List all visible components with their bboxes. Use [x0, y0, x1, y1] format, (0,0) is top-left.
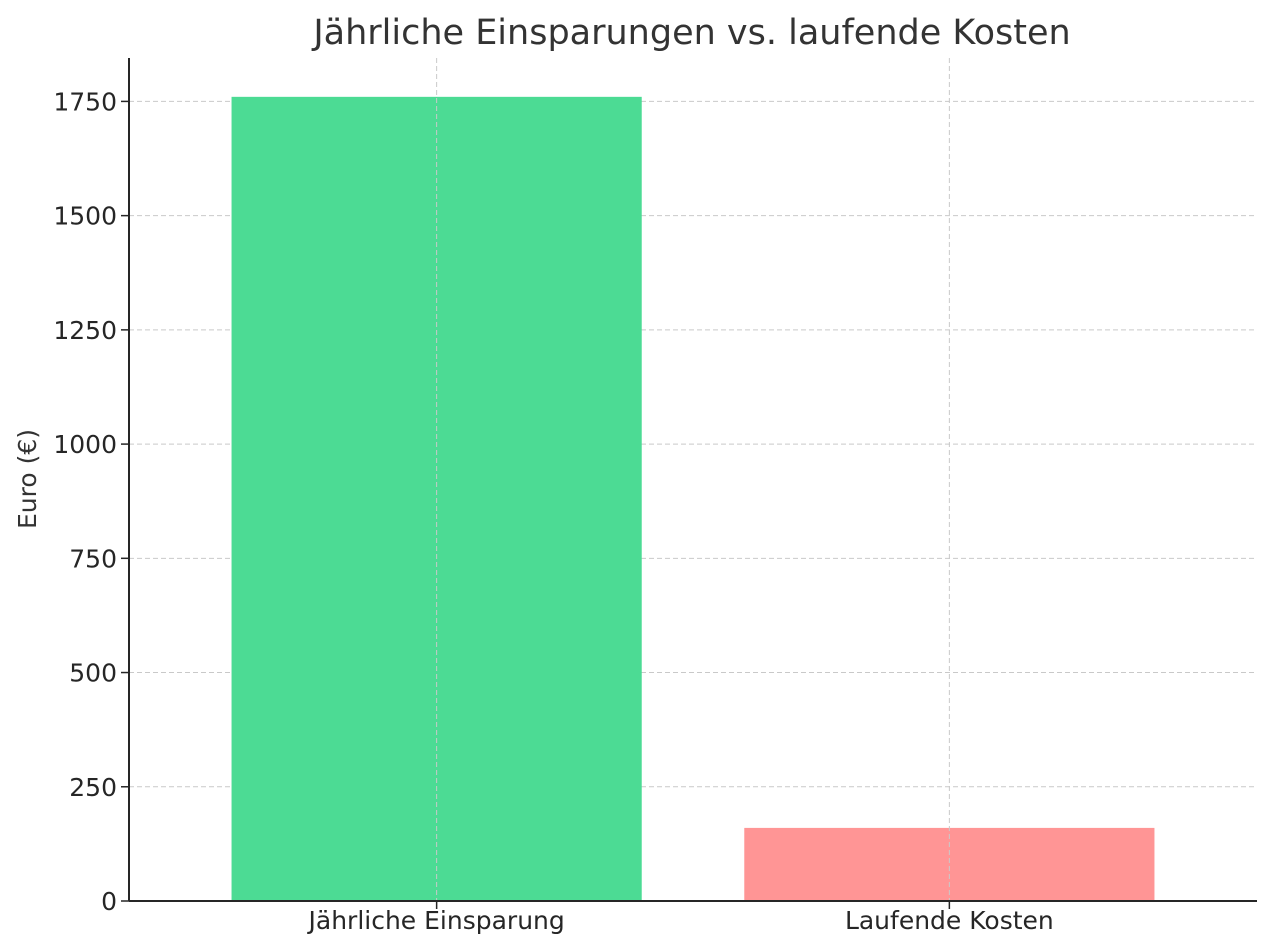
bar-1: [744, 827, 1155, 901]
x-tick-label: Jährliche Einsparung: [307, 906, 565, 935]
y-tick-label: 750: [69, 544, 117, 573]
y-tick-label: 500: [69, 659, 117, 688]
bars: [231, 96, 1155, 901]
y-tick-label: 1000: [53, 430, 117, 459]
vertical-grid: [436, 58, 950, 901]
x-axis-ticks: Jährliche Einsparung Laufende Kosten: [307, 901, 1054, 935]
y-tick-label: 1250: [53, 316, 117, 345]
x-tick-label: Laufende Kosten: [845, 906, 1054, 935]
y-tick-label: 1500: [53, 202, 117, 231]
y-tick-label: 250: [69, 773, 117, 802]
y-tick-label: 1750: [53, 87, 117, 116]
axes: [128, 58, 1257, 902]
y-axis-ticks: 0 250 500 750 1000 1250 1500 1750: [53, 87, 129, 916]
y-tick-label: 0: [101, 887, 117, 916]
chart-title: Jährliche Einsparungen vs. laufende Kost…: [311, 13, 1070, 53]
y-axis-label: Euro (€): [13, 429, 42, 529]
